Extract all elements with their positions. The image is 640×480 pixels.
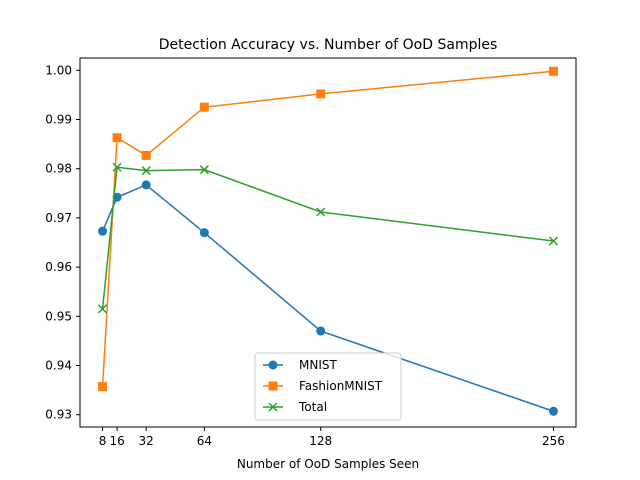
legend-marker xyxy=(268,402,278,412)
y-tick-label: 0.97 xyxy=(45,211,72,225)
series-line xyxy=(101,184,554,412)
data-point xyxy=(548,66,558,76)
data-point xyxy=(199,165,209,175)
legend-label: Total xyxy=(298,400,327,414)
x-tick-label: 8 xyxy=(99,434,107,448)
data-point xyxy=(548,406,558,416)
x-tick-label: 64 xyxy=(197,434,212,448)
x-tick-label: 256 xyxy=(542,434,565,448)
y-tick-label: 1.00 xyxy=(45,63,72,77)
data-point xyxy=(316,207,326,217)
data-point xyxy=(199,102,209,112)
data-point xyxy=(98,226,108,236)
data-point xyxy=(141,150,151,160)
plot-frame xyxy=(79,57,577,428)
x-tick-label: 32 xyxy=(139,434,154,448)
legend-box xyxy=(254,352,402,421)
legend-marker xyxy=(268,381,278,391)
data-point xyxy=(98,304,108,314)
x-tick-label: 16 xyxy=(109,434,124,448)
legend-marker xyxy=(268,360,278,370)
legend-label: FashionMNIST xyxy=(299,379,383,393)
data-point xyxy=(112,133,122,143)
data-point xyxy=(199,228,209,238)
data-point xyxy=(316,89,326,99)
data-point xyxy=(316,326,326,336)
x-tick-label: 128 xyxy=(309,434,332,448)
data-point xyxy=(98,382,108,392)
y-tick-label: 0.99 xyxy=(45,113,72,127)
y-tick-label: 0.96 xyxy=(45,260,72,274)
chart-title: Detection Accuracy vs. Number of OoD Sam… xyxy=(159,37,498,53)
y-tick-label: 0.94 xyxy=(45,359,72,373)
data-point xyxy=(548,236,558,246)
data-point xyxy=(141,166,151,176)
series-line xyxy=(101,166,554,309)
x-axis-label: Number of OoD Samples Seen xyxy=(237,457,419,471)
data-point xyxy=(141,180,151,190)
legend: MNIST FashionMNIST Total xyxy=(254,352,402,421)
series-line xyxy=(101,70,554,387)
y-tick-label: 0.93 xyxy=(45,408,72,422)
data-point xyxy=(112,162,122,172)
plot-area: 8 16 32 64 128 256 0.93 0.94 0.95 0.96 0.97 0.98 0.9… xyxy=(45,57,577,448)
y-tick-label: 0.98 xyxy=(45,162,72,176)
y-tick-label: 0.95 xyxy=(45,309,72,323)
legend-label: MNIST xyxy=(299,358,337,372)
